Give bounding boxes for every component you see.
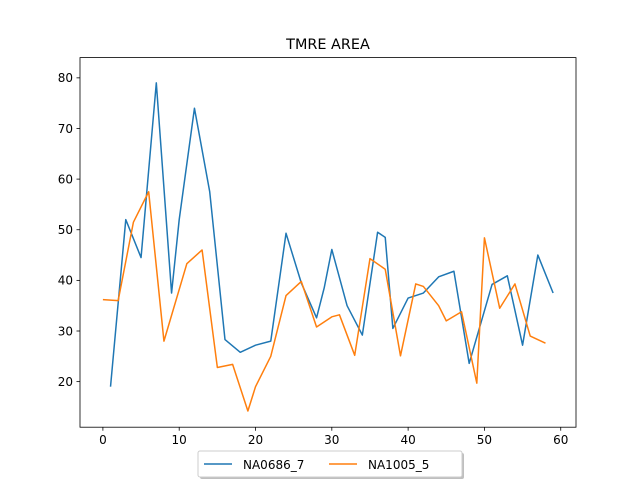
series-layer [102, 82, 554, 412]
legend-label-NA0686_7: NA0686_7 [243, 458, 304, 472]
series-line-NA0686_7 [109, 82, 554, 387]
x-tick-label: 30 [324, 433, 339, 447]
legend: NA0686_7 NA1005_5 [197, 450, 464, 479]
axis-ticks: 0 10 20 30 40 50 60 20 30 40 50 60 70 80 [58, 71, 569, 447]
y-tick-label: 20 [58, 375, 73, 389]
x-tick-label: 60 [553, 433, 568, 447]
x-tick-label: 0 [99, 433, 107, 447]
y-tick-label: 70 [58, 122, 73, 136]
x-tick-label: 20 [248, 433, 263, 447]
y-tick-label: 50 [58, 223, 73, 237]
x-tick-label: 50 [477, 433, 492, 447]
y-tick-label: 40 [58, 274, 73, 288]
y-tick-label: 30 [58, 324, 73, 338]
series-line-NA1005_5 [102, 191, 546, 412]
x-tick-label: 10 [172, 433, 187, 447]
axes-frame [79, 57, 577, 428]
y-tick-label: 80 [58, 71, 73, 85]
legend-label-NA1005_5: NA1005_5 [368, 458, 429, 472]
x-tick-label: 40 [400, 433, 415, 447]
y-tick-label: 60 [58, 172, 73, 186]
chart-title: TMRE AREA [285, 37, 370, 53]
